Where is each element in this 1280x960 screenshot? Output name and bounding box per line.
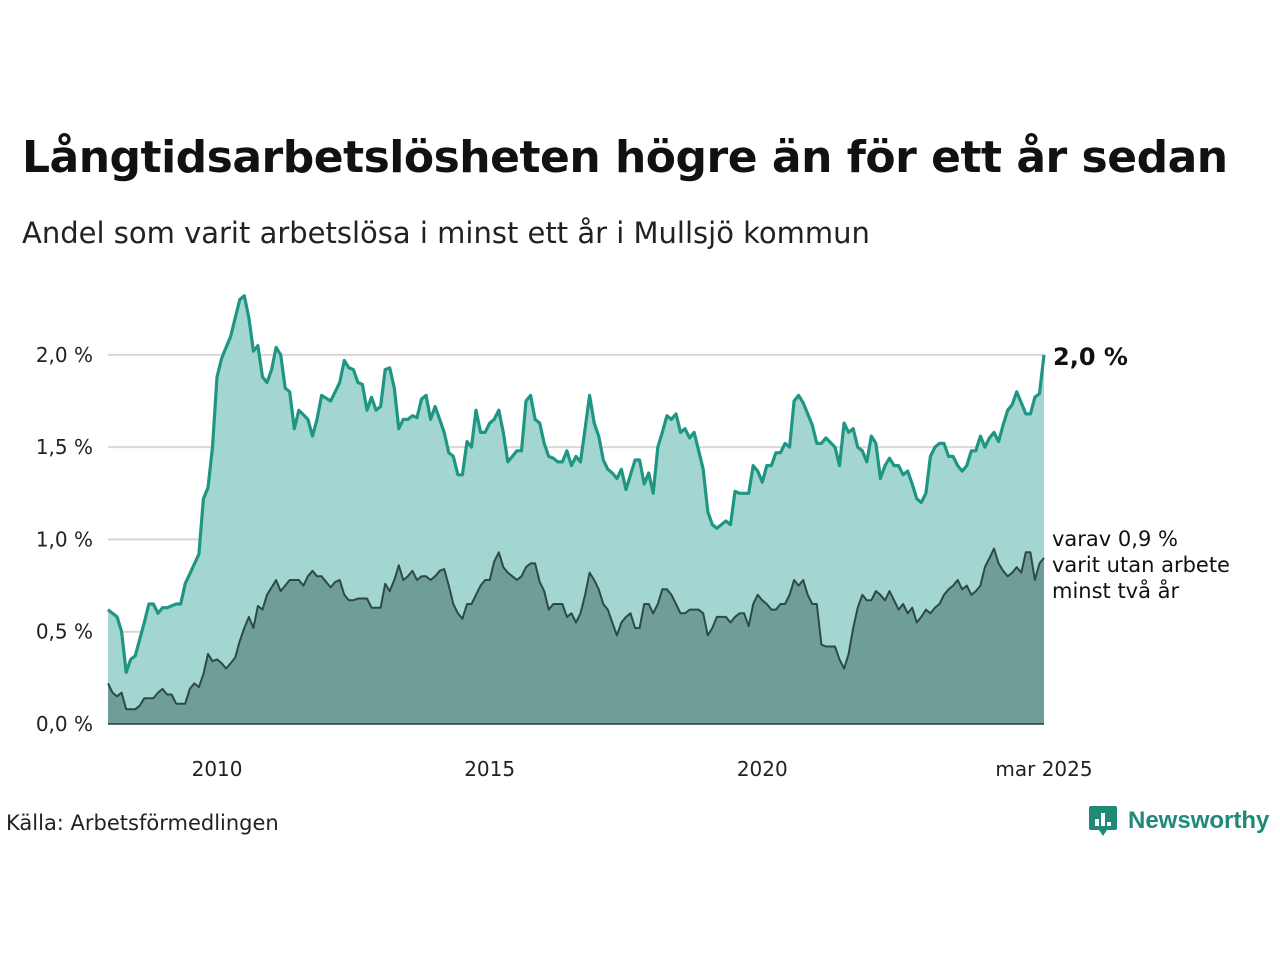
- series-1-end-label: 2,0 %: [1053, 343, 1128, 371]
- x-tick-label: mar 2025: [995, 757, 1092, 781]
- chart-title: Långtidsarbetslösheten högre än för ett …: [22, 132, 1228, 183]
- series-1-line: [106, 294, 1046, 674]
- axes: 0,0 % 0,5 % 1,0 % 1,5 % 2,0 % 2010 2015 2020 mar…: [36, 343, 1093, 781]
- x-tick-label: 2015: [464, 757, 515, 781]
- y-tick-label: 0,5 %: [36, 620, 93, 644]
- chart-subtitle: Andel som varit arbetslösa i minst ett å…: [22, 216, 870, 250]
- series-2-line: [107, 547, 1045, 711]
- newsworthy-logo: Newsworthy: [1088, 804, 1269, 838]
- x-tick-label: 2020: [737, 757, 788, 781]
- series-2-end-label: minst två år: [1052, 578, 1180, 603]
- brand-name: Newsworthy: [1128, 807, 1270, 834]
- series-2-area: [108, 548, 1044, 724]
- newsworthy-chart-icon: [1089, 806, 1117, 836]
- y-tick-label: 1,5 %: [36, 435, 93, 459]
- series-2-end-label: varav 0,9 %: [1052, 527, 1178, 551]
- y-tick-label: 0,0 %: [36, 712, 93, 736]
- series-2-end-label: varit utan arbete: [1052, 553, 1230, 577]
- y-tick-label: 2,0 %: [36, 343, 93, 367]
- source-note: Källa: Arbetsförmedlingen: [6, 811, 279, 835]
- areas: [106, 294, 1046, 724]
- x-tick-label: 2010: [192, 757, 243, 781]
- y-tick-label: 1,0 %: [36, 527, 93, 551]
